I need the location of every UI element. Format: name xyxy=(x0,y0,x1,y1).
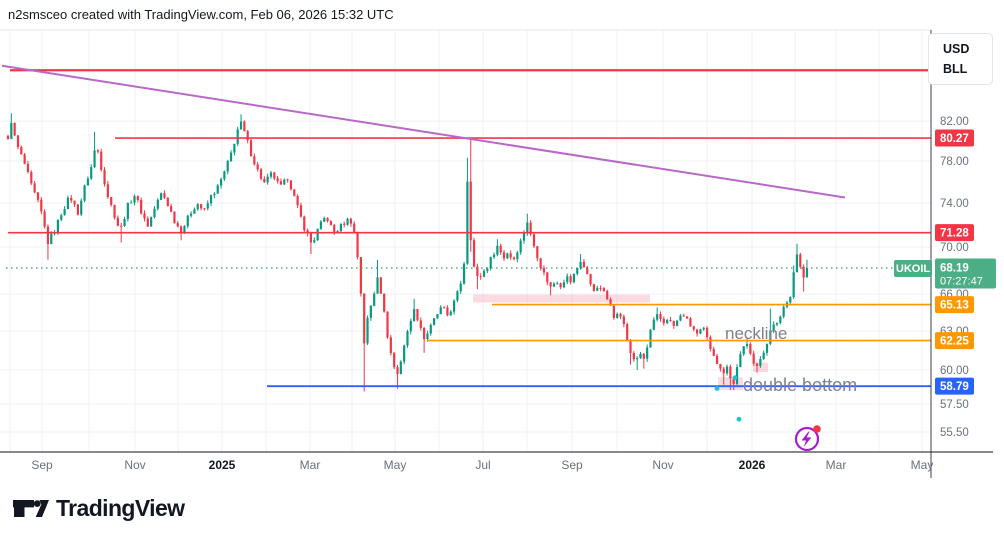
svg-text:07:27:47: 07:27:47 xyxy=(940,275,983,287)
gridlines xyxy=(0,30,931,452)
svg-text:62.25: 62.25 xyxy=(940,336,969,348)
notification-dot xyxy=(813,425,821,433)
svg-text:78.00: 78.00 xyxy=(940,156,969,168)
drawing-point-markers xyxy=(714,375,742,422)
tradingview-logo-mark xyxy=(13,499,49,517)
lightning-bolt-icon xyxy=(801,431,812,447)
svg-text:2026: 2026 xyxy=(739,458,766,472)
svg-text:Nov: Nov xyxy=(124,458,145,472)
symbol-price-tag: UKOIL xyxy=(894,260,932,277)
svg-text:Nov: Nov xyxy=(652,458,673,472)
tradingview-logo[interactable]: TradingView xyxy=(13,495,185,522)
svg-text:May: May xyxy=(911,458,934,472)
svg-text:May: May xyxy=(384,458,407,472)
svg-text:82.00: 82.00 xyxy=(940,116,969,128)
svg-text:Sep: Sep xyxy=(561,458,583,472)
tradingview-logo-text: TradingView xyxy=(56,495,185,521)
candlesticks xyxy=(6,113,809,392)
price-axis[interactable]: 82.0078.0074.0070.0066.0063.0060.0057.50… xyxy=(940,116,969,439)
svg-text:57.50: 57.50 xyxy=(940,399,969,411)
double-bottom-annotation[interactable]: double bottom xyxy=(743,375,858,395)
svg-text:Mar: Mar xyxy=(826,458,847,472)
svg-text:58.79: 58.79 xyxy=(940,381,969,393)
credit-watermark: n2smsceo created with TradingView.com, F… xyxy=(8,7,394,22)
svg-text:80.27: 80.27 xyxy=(940,133,969,145)
descending-trendline[interactable] xyxy=(1,64,846,199)
horizontal-lines[interactable] xyxy=(8,69,931,388)
svg-text:2025: 2025 xyxy=(209,458,236,472)
svg-text:Sep: Sep xyxy=(31,458,53,472)
currency-unit-box: USD BLL xyxy=(928,33,993,85)
svg-text:55.50: 55.50 xyxy=(940,427,969,439)
time-axis[interactable]: Sep Nov 2025 Mar May Jul Sep Nov 2026 Mar May xyxy=(31,458,933,472)
neckline-annotation[interactable]: neckline xyxy=(725,324,788,343)
svg-text:65.13: 65.13 xyxy=(940,300,969,312)
unit-label: BLL xyxy=(943,62,968,76)
svg-text:60.00: 60.00 xyxy=(940,365,969,377)
svg-text:70.00: 70.00 xyxy=(940,242,969,254)
svg-text:Jul: Jul xyxy=(475,458,490,472)
svg-text:68.19: 68.19 xyxy=(940,262,969,274)
svg-text:74.00: 74.00 xyxy=(940,198,969,210)
svg-text:Mar: Mar xyxy=(300,458,321,472)
currency-label: USD xyxy=(943,42,970,56)
svg-text:71.28: 71.28 xyxy=(940,228,969,240)
flash-idea-icon[interactable] xyxy=(793,424,823,454)
